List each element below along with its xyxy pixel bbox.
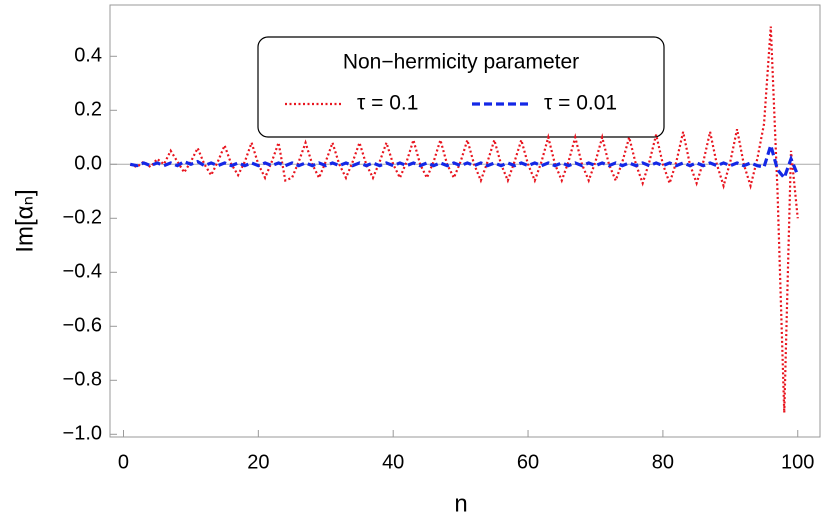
x-tick-label: 0 [118,451,129,473]
legend-label: τ = 0.1 [357,92,418,115]
y-tick-label: −1.0 [63,423,102,445]
legend-box [257,36,665,138]
y-tick-label: −0.4 [63,261,102,283]
y-tick-label: −0.8 [63,369,102,391]
x-tick-label: 60 [517,451,539,473]
y-tick-label: −0.6 [63,315,102,337]
y-tick-label: 0.2 [74,99,102,121]
x-tick-label: 80 [652,451,674,473]
y-tick-label: −0.2 [63,207,102,229]
y-axis-label: Im[αₙ] [11,189,38,252]
x-axis-label: n [454,490,467,517]
legend-title: Non−hermicity parameter [343,51,579,74]
y-tick-label: 0.0 [74,153,102,175]
x-tick-label: 40 [382,451,404,473]
plot-frame [109,4,821,438]
series-line [129,26,799,413]
legend-label: τ = 0.01 [544,92,617,115]
x-tick-label: 20 [247,451,269,473]
y-tick-label: 0.4 [74,45,102,67]
series-line [129,139,800,181]
x-tick-label: 100 [781,451,814,473]
